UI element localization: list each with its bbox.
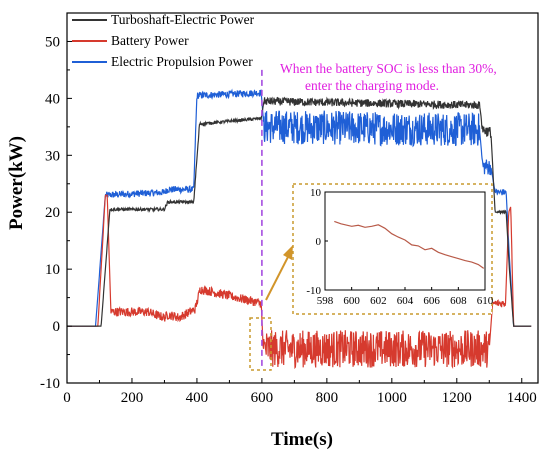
inset-y-tick-label: -10 xyxy=(306,285,321,297)
inset-x-tick-label: 604 xyxy=(397,295,414,307)
x-tick-label: 0 xyxy=(63,390,71,406)
y-axis-title: Power(kW) xyxy=(6,136,27,230)
inset-x-tick-label: 606 xyxy=(423,295,440,307)
zoom-arrow-head xyxy=(283,245,293,260)
annotation-line-2: enter the charging mode. xyxy=(305,78,439,93)
inset-x-tick-label: 602 xyxy=(370,295,387,307)
inset-y-tick-label: 0 xyxy=(316,236,322,248)
legend-entry-label: Turboshaft-Electric Power xyxy=(111,12,255,27)
inset-x-tick-label: 600 xyxy=(343,295,360,307)
x-axis-title: Time(s) xyxy=(271,429,333,450)
legend-entry-label: Battery Power xyxy=(111,33,189,48)
x-tick-label: 200 xyxy=(121,390,144,406)
x-tick-label: 1200 xyxy=(442,390,472,406)
annotation-line-1: When the battery SOC is less than 30%, xyxy=(280,61,497,76)
y-tick-label: -10 xyxy=(40,376,60,392)
y-tick-label: 0 xyxy=(53,319,61,335)
y-tick-label: 10 xyxy=(45,262,60,278)
x-tick-label: 600 xyxy=(251,390,274,406)
legend-entry-label: Electric Propulsion Power xyxy=(111,54,253,69)
x-tick-label: 400 xyxy=(186,390,209,406)
x-tick-label: 1000 xyxy=(377,390,407,406)
y-tick-label: 30 xyxy=(45,148,60,164)
inset-plot: 598 600 602 604 606 608 610 -10 0 10 xyxy=(249,183,494,371)
zoom-arrow-shaft xyxy=(265,252,291,301)
inset-series-line xyxy=(334,220,485,269)
inset-y-tick-label: 10 xyxy=(310,187,322,199)
zoom-region-box xyxy=(249,317,272,371)
series-line xyxy=(67,96,532,327)
inset-x-tick-label: 608 xyxy=(450,295,467,307)
inset-x-tick-label: 598 xyxy=(317,295,334,307)
inset-border xyxy=(292,183,493,315)
plot-frame xyxy=(66,12,539,384)
series-line xyxy=(67,88,532,327)
x-tick-label: 1400 xyxy=(507,390,537,406)
y-tick-label: 40 xyxy=(45,91,60,107)
series-line xyxy=(67,194,532,370)
y-tick-label: 20 xyxy=(45,205,60,221)
inset-x-tick-label: 610 xyxy=(477,295,494,307)
y-tick-label: 50 xyxy=(45,34,60,50)
x-tick-label: 800 xyxy=(316,390,339,406)
legend: Turboshaft-Electric Power Battery Power El… xyxy=(72,12,255,69)
